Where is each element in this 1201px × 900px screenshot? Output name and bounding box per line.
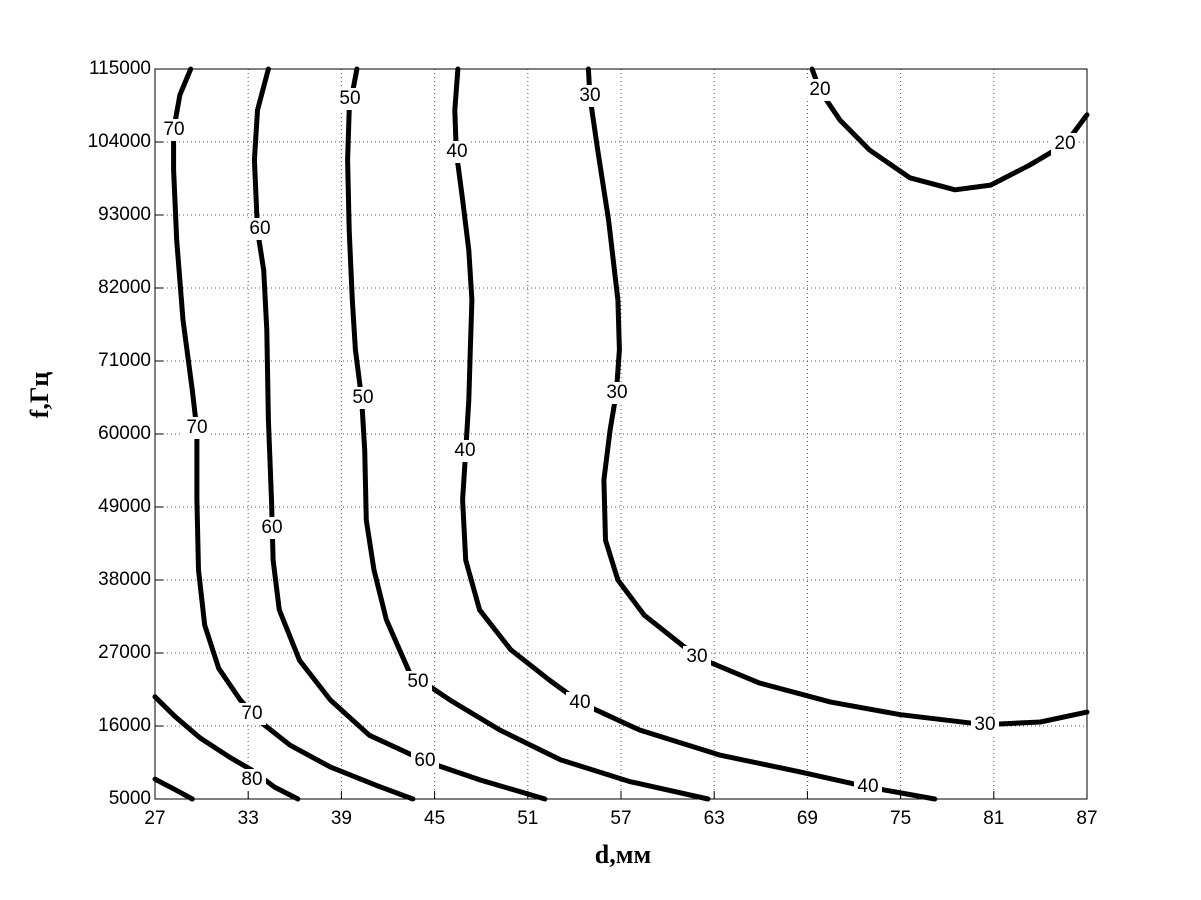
contour-label: 60 xyxy=(249,218,270,239)
contour-label: 30 xyxy=(579,85,600,106)
y-tick-label: 16000 xyxy=(98,715,151,736)
contour-label: 20 xyxy=(809,79,830,100)
contour-line xyxy=(452,66,938,802)
contour-label-bg xyxy=(160,119,188,141)
contour-label: 30 xyxy=(686,646,707,667)
x-tick-label: 75 xyxy=(890,808,911,829)
contour-label-bg xyxy=(603,382,631,404)
contour-label: 40 xyxy=(454,440,475,461)
contour-label: 70 xyxy=(163,119,184,140)
contour-label-bg xyxy=(576,85,604,107)
contour-label: 20 xyxy=(1054,133,1075,154)
contour-label-bg xyxy=(258,517,286,539)
x-axis-label: d,мм xyxy=(595,840,651,869)
contour-label-bg xyxy=(854,776,882,798)
x-tick-label: 69 xyxy=(797,808,818,829)
contour-label-bg xyxy=(411,750,439,772)
x-tick-label: 33 xyxy=(238,808,259,829)
contour-label-bg xyxy=(238,703,266,725)
contour-label-bg xyxy=(336,88,364,110)
contour-label-bg xyxy=(683,646,711,668)
y-axis-label: f,Гц xyxy=(25,372,54,419)
contour-label-bg xyxy=(238,769,266,791)
y-tick-label: 82000 xyxy=(98,277,151,298)
contour-label-bg xyxy=(443,141,471,163)
contour-label: 80 xyxy=(241,769,262,790)
contour-label: 30 xyxy=(974,714,995,735)
contour-label: 50 xyxy=(407,671,428,692)
y-tick-label: 49000 xyxy=(98,496,151,517)
contour-label: 70 xyxy=(186,417,207,438)
contour-label-bg xyxy=(404,671,432,693)
contour-label: 60 xyxy=(414,750,435,771)
x-tick-label: 39 xyxy=(331,808,352,829)
contour-label-bg xyxy=(806,79,834,101)
contour-label: 70 xyxy=(241,703,262,724)
contour-label: 50 xyxy=(352,387,373,408)
contour-line xyxy=(171,66,416,802)
contour-line xyxy=(152,776,195,802)
x-tick-label: 57 xyxy=(610,808,631,829)
y-tick-label: 38000 xyxy=(98,569,151,590)
contour-line xyxy=(585,66,1090,728)
contour-label: 60 xyxy=(261,517,282,538)
x-tick-label: 45 xyxy=(424,808,445,829)
y-tick-label: 71000 xyxy=(98,350,151,371)
y-tick-label: 104000 xyxy=(88,131,151,152)
contour-label-bg xyxy=(183,417,211,439)
contour-label-bg xyxy=(971,714,999,736)
y-tick-label: 93000 xyxy=(98,204,151,225)
contour-line xyxy=(152,694,301,802)
contour-label-bg xyxy=(1051,133,1079,155)
y-tick-label: 115000 xyxy=(89,58,151,79)
contour-label: 40 xyxy=(857,776,878,797)
contour-line xyxy=(809,66,1090,193)
contour-line xyxy=(345,66,711,802)
plot-frame xyxy=(154,68,1088,800)
contour-label: 40 xyxy=(569,692,590,713)
contour-label: 40 xyxy=(446,141,467,162)
contour-label-bg xyxy=(349,387,377,409)
contour-label: 50 xyxy=(339,88,360,109)
contour-label-bg xyxy=(566,692,594,714)
x-tick-label: 87 xyxy=(1076,808,1097,829)
contour-label-bg xyxy=(246,218,274,240)
x-tick-label: 81 xyxy=(983,808,1004,829)
x-tick-label: 51 xyxy=(517,808,538,829)
contour-label: 30 xyxy=(606,382,627,403)
contour-label-bg xyxy=(451,440,479,462)
x-tick-label: 63 xyxy=(704,808,725,829)
x-tick-label: 27 xyxy=(144,808,165,829)
y-tick-label: 60000 xyxy=(98,423,151,444)
y-tick-label: 27000 xyxy=(98,642,151,663)
y-tick-label: 5000 xyxy=(109,788,151,809)
